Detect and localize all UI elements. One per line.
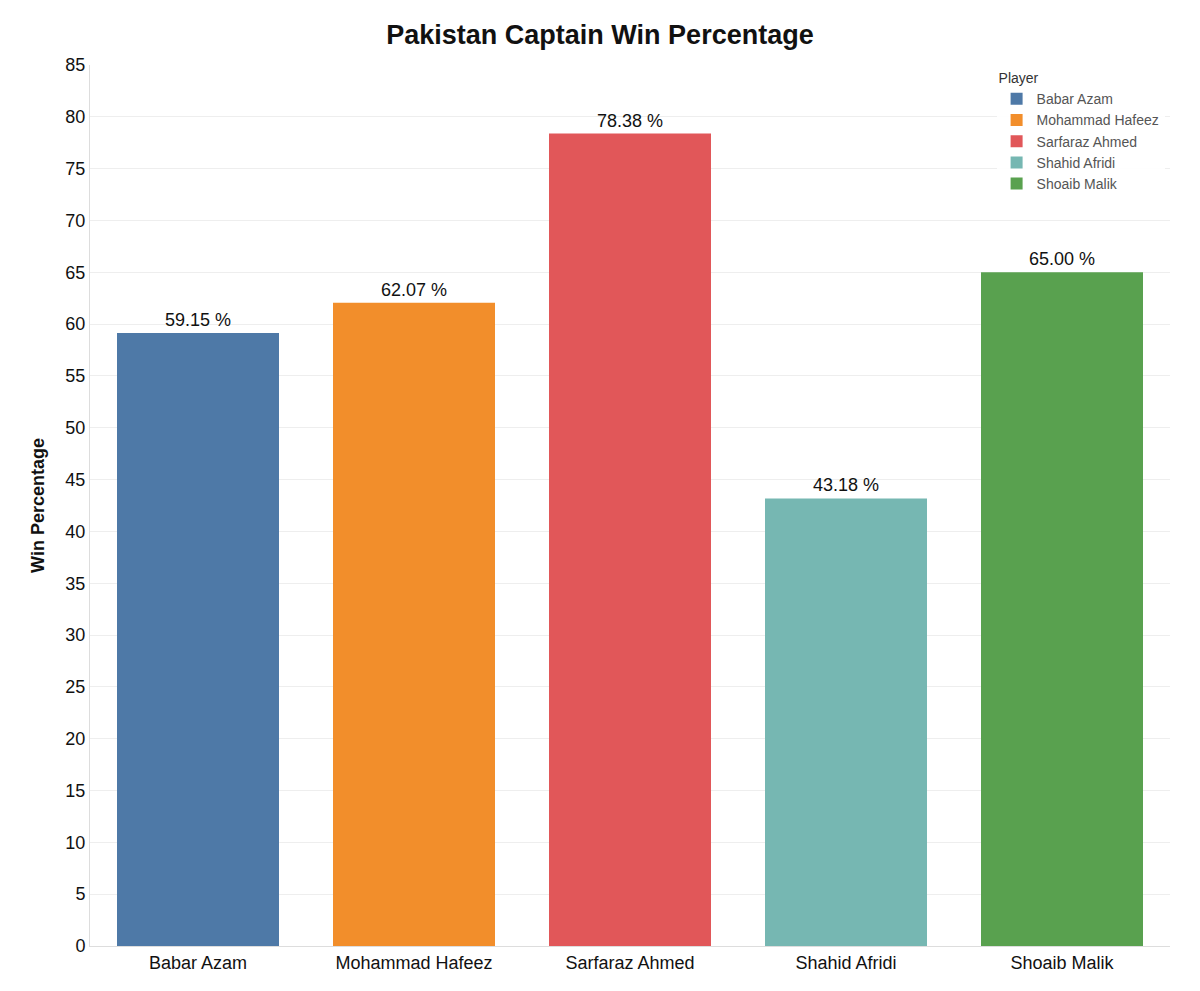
svg-text:50: 50 <box>65 418 85 438</box>
svg-text:60: 60 <box>65 314 85 334</box>
svg-text:35: 35 <box>65 574 85 594</box>
svg-text:59.15 %: 59.15 % <box>165 310 231 330</box>
svg-text:70: 70 <box>65 211 85 231</box>
svg-text:Babar Azam: Babar Azam <box>149 953 247 973</box>
svg-text:65.00 %: 65.00 % <box>1029 249 1095 269</box>
svg-text:Shoaib Malik: Shoaib Malik <box>1037 176 1118 192</box>
svg-text:62.07 %: 62.07 % <box>381 280 447 300</box>
svg-text:30: 30 <box>65 625 85 645</box>
svg-text:65: 65 <box>65 263 85 283</box>
svg-text:78.38 %: 78.38 % <box>597 111 663 131</box>
svg-text:Shahid Afridi: Shahid Afridi <box>795 953 896 973</box>
svg-text:10: 10 <box>65 833 85 853</box>
svg-text:Sarfaraz Ahmed: Sarfaraz Ahmed <box>1037 134 1137 150</box>
svg-text:43.18 %: 43.18 % <box>813 475 879 495</box>
svg-text:Mohammad Hafeez: Mohammad Hafeez <box>1037 112 1159 128</box>
svg-text:5: 5 <box>75 884 85 904</box>
svg-text:55: 55 <box>65 366 85 386</box>
svg-text:75: 75 <box>65 159 85 179</box>
svg-text:25: 25 <box>65 677 85 697</box>
svg-text:85: 85 <box>65 55 85 75</box>
svg-text:Shoaib Malik: Shoaib Malik <box>1010 953 1114 973</box>
svg-text:80: 80 <box>65 107 85 127</box>
svg-text:20: 20 <box>65 729 85 749</box>
svg-text:Sarfaraz Ahmed: Sarfaraz Ahmed <box>565 953 694 973</box>
svg-text:45: 45 <box>65 470 85 490</box>
svg-text:40: 40 <box>65 522 85 542</box>
svg-text:Mohammad Hafeez: Mohammad Hafeez <box>335 953 492 973</box>
svg-text:Shahid Afridi: Shahid Afridi <box>1037 155 1116 171</box>
svg-text:Babar Azam: Babar Azam <box>1037 91 1113 107</box>
svg-text:Pakistan Captain Win Percentag: Pakistan Captain Win Percentage <box>386 20 813 50</box>
svg-text:0: 0 <box>75 936 85 956</box>
svg-text:15: 15 <box>65 781 85 801</box>
svg-text:Player: Player <box>999 70 1039 86</box>
svg-text:Win Percentage: Win Percentage <box>28 438 48 573</box>
